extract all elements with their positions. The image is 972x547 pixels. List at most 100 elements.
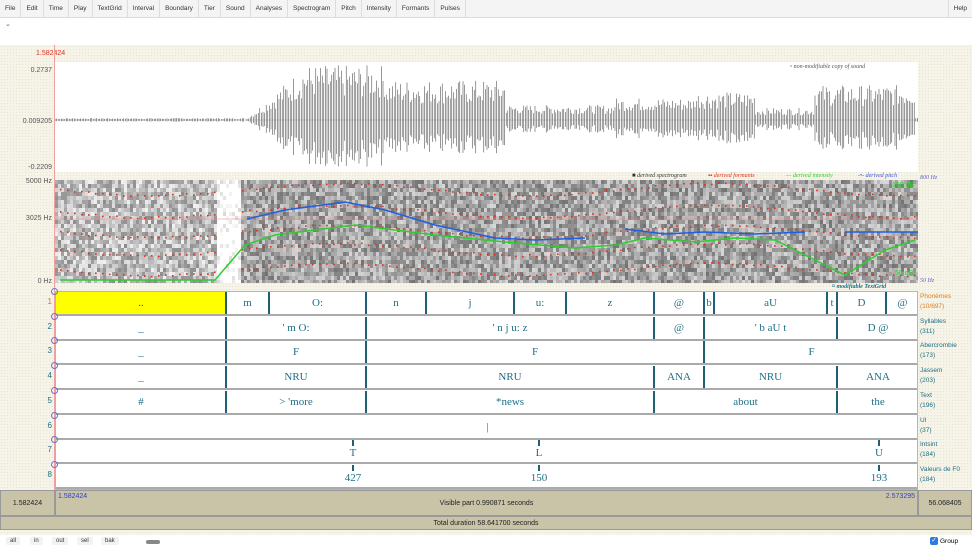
interval[interactable]: NRU bbox=[284, 371, 308, 384]
point-marker[interactable] bbox=[878, 464, 880, 471]
interval[interactable]: F bbox=[292, 346, 300, 359]
boundary[interactable] bbox=[225, 316, 227, 339]
interval[interactable]: about bbox=[733, 395, 758, 408]
interval[interactable]: # bbox=[138, 395, 144, 408]
tier-number[interactable]: 1 bbox=[47, 297, 52, 306]
boundary[interactable] bbox=[836, 366, 838, 389]
menu-help[interactable]: Help bbox=[947, 0, 972, 18]
boundary[interactable] bbox=[836, 292, 838, 314]
interval[interactable]: ' n j u: z bbox=[492, 321, 528, 334]
menu-pitch[interactable]: Pitch bbox=[336, 0, 362, 18]
interval[interactable]: F bbox=[808, 346, 815, 359]
point-label[interactable]: U bbox=[875, 447, 883, 460]
group-checkbox[interactable]: ✓ bbox=[930, 537, 938, 545]
boundary[interactable] bbox=[425, 292, 427, 314]
horizontal-scrollbar[interactable] bbox=[146, 540, 160, 544]
interval[interactable]: n bbox=[393, 297, 399, 309]
boundary[interactable] bbox=[703, 341, 705, 364]
point-label[interactable]: 427 bbox=[344, 471, 362, 484]
sel-button[interactable]: sel bbox=[77, 537, 93, 545]
tier-number[interactable]: 7 bbox=[47, 445, 52, 455]
interval[interactable]: ' b aU t bbox=[754, 321, 787, 334]
menu-analyses[interactable]: Analyses bbox=[251, 0, 289, 18]
menu-pulses[interactable]: Pulses bbox=[435, 0, 466, 18]
tier-3[interactable]: _ F F F bbox=[56, 341, 917, 366]
tier-handle-icon[interactable] bbox=[51, 312, 58, 320]
boundary[interactable] bbox=[703, 366, 705, 389]
boundary[interactable] bbox=[653, 316, 655, 339]
point-marker[interactable] bbox=[538, 464, 540, 471]
interval[interactable]: b bbox=[706, 297, 712, 309]
boundary[interactable] bbox=[703, 316, 705, 339]
tier-8[interactable]: 427 150 193 bbox=[56, 464, 917, 489]
point-marker[interactable] bbox=[352, 440, 354, 447]
tier-handle-icon[interactable] bbox=[51, 337, 58, 345]
interval[interactable]: m bbox=[243, 297, 252, 309]
point-label[interactable]: 193 bbox=[870, 471, 888, 484]
visible-part-bar[interactable]: 1.582424 Visible part 0.990871 seconds 2… bbox=[55, 490, 918, 516]
interval[interactable]: D @ bbox=[867, 321, 889, 334]
menu-time[interactable]: Time bbox=[44, 0, 69, 18]
boundary[interactable] bbox=[225, 341, 227, 364]
boundary[interactable] bbox=[885, 292, 887, 314]
menu-boundary[interactable]: Boundary bbox=[160, 0, 199, 18]
boundary[interactable] bbox=[225, 366, 227, 389]
point-label[interactable]: L bbox=[535, 447, 543, 460]
menu-textgrid[interactable]: TextGrid bbox=[93, 0, 128, 18]
point-marker[interactable] bbox=[878, 440, 880, 447]
tier-2[interactable]: _ ' m O: ' n j u: z @ ' b aU t D @ bbox=[56, 316, 917, 341]
menu-play[interactable]: Play bbox=[69, 0, 93, 18]
menu-spectrogram[interactable]: Spectrogram bbox=[288, 0, 337, 18]
interval[interactable]: ' m O: bbox=[282, 321, 310, 334]
menu-tier[interactable]: Tier bbox=[199, 0, 221, 18]
boundary[interactable] bbox=[565, 292, 567, 314]
point-marker[interactable] bbox=[352, 464, 354, 471]
interval[interactable]: @ bbox=[897, 297, 908, 309]
bak-button[interactable]: bak bbox=[101, 537, 119, 545]
point-label[interactable]: T bbox=[349, 447, 357, 460]
interval[interactable]: D bbox=[857, 297, 866, 309]
boundary[interactable] bbox=[225, 390, 227, 413]
boundary[interactable] bbox=[653, 292, 655, 314]
interval[interactable]: @ bbox=[673, 297, 685, 309]
interval[interactable]: F bbox=[531, 346, 539, 359]
point-label[interactable]: 150 bbox=[530, 471, 548, 484]
boundary[interactable] bbox=[653, 390, 655, 413]
interval[interactable]: ANA bbox=[667, 371, 691, 384]
boundary[interactable] bbox=[703, 292, 705, 314]
spectrogram[interactable] bbox=[55, 180, 919, 284]
interval[interactable]: | bbox=[486, 420, 489, 433]
boundary[interactable] bbox=[365, 341, 367, 364]
interval[interactable]: O: bbox=[312, 297, 323, 309]
interval[interactable]: ANA bbox=[866, 371, 890, 384]
tier-handle-icon[interactable] bbox=[51, 411, 58, 419]
menu-formants[interactable]: Formants bbox=[397, 0, 436, 18]
tier-number[interactable]: 2 bbox=[47, 321, 52, 331]
boundary[interactable] bbox=[268, 292, 270, 314]
tier-4[interactable]: _ NRU NRU ANA NRU ANA bbox=[56, 366, 917, 391]
tier-1[interactable]: .. m O: n j u: z @ b aU t D @ bbox=[56, 292, 917, 316]
boundary[interactable] bbox=[365, 366, 367, 389]
all-button[interactable]: all bbox=[6, 537, 21, 545]
interval[interactable]: .. bbox=[56, 292, 226, 314]
interval[interactable]: t bbox=[830, 297, 834, 309]
interval[interactable]: j bbox=[468, 297, 472, 309]
interval[interactable]: @ bbox=[673, 321, 685, 334]
boundary[interactable] bbox=[653, 366, 655, 389]
boundary[interactable] bbox=[225, 292, 227, 314]
point-marker[interactable] bbox=[538, 440, 540, 447]
tier-number[interactable]: 3 bbox=[47, 346, 52, 356]
tier-5[interactable]: # > 'more *news about the bbox=[56, 390, 917, 415]
interval[interactable]: NRU bbox=[758, 371, 783, 384]
boundary[interactable] bbox=[513, 292, 515, 314]
boundary[interactable] bbox=[836, 390, 838, 413]
interval[interactable]: *news bbox=[495, 395, 525, 408]
tier-number[interactable]: 5 bbox=[47, 395, 52, 405]
right-time[interactable]: 56.068405 bbox=[918, 490, 972, 516]
boundary[interactable] bbox=[365, 390, 367, 413]
interval[interactable]: NRU bbox=[498, 371, 522, 384]
interval[interactable]: > 'more bbox=[279, 395, 313, 408]
tier-number[interactable]: 4 bbox=[47, 371, 52, 381]
tier-handle-icon[interactable] bbox=[51, 436, 58, 444]
